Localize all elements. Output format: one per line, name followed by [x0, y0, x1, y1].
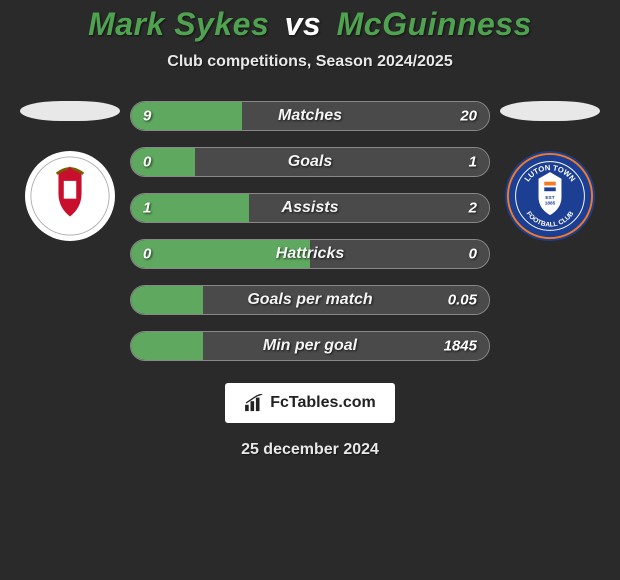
luton-town-crest: EST 1885 LUTON TOWN FOOTBALL CLUB: [505, 151, 595, 241]
stat-label: Assists: [282, 199, 339, 217]
bar-fill-right: [195, 148, 489, 176]
stat-value-right: 20: [460, 108, 477, 125]
crest-right-icon: EST 1885 LUTON TOWN FOOTBALL CLUB: [507, 153, 593, 239]
vs-label: vs: [285, 6, 322, 42]
stat-bar: 0.05 Goals per match: [130, 285, 490, 315]
fctables-icon: [244, 394, 266, 412]
fctables-watermark: FcTables.com: [225, 383, 395, 423]
stat-value-right: 0.05: [448, 292, 477, 309]
stat-bar: 9 20 Matches: [130, 101, 490, 131]
stat-bar: 0 1 Goals: [130, 147, 490, 177]
player1-name: Mark Sykes: [88, 6, 269, 42]
bristol-city-crest: [25, 151, 115, 241]
stat-value-left: 1: [143, 200, 151, 217]
stat-value-right: 2: [469, 200, 477, 217]
stat-bar: 1845 Min per goal: [130, 331, 490, 361]
stat-bar: 0 0 Hattricks: [130, 239, 490, 269]
stat-label: Goals per match: [247, 291, 372, 309]
bar-fill-left: [131, 286, 203, 314]
date-label: 25 december 2024: [0, 441, 620, 459]
bar-fill-left: [131, 332, 203, 360]
stat-value-left: 9: [143, 108, 151, 125]
stat-label: Hattricks: [276, 245, 344, 263]
stat-value-right: 0: [469, 246, 477, 263]
player2-photo-placeholder: [500, 101, 600, 121]
stat-value-left: 0: [143, 246, 151, 263]
crest-left-icon: [30, 156, 110, 236]
subtitle: Club competitions, Season 2024/2025: [0, 53, 620, 71]
player2-name: McGuinness: [337, 6, 532, 42]
stat-bars: 9 20 Matches 0 1 Goals 1 2 Assists 0 0 Hattricks 0.0…: [130, 101, 490, 361]
svg-text:EST: EST: [545, 195, 554, 201]
bar-fill-left: [131, 148, 195, 176]
stat-value-right: 1: [469, 154, 477, 171]
stat-label: Matches: [278, 107, 342, 125]
stat-value-left: 0: [143, 154, 151, 171]
right-side: EST 1885 LUTON TOWN FOOTBALL CLUB: [500, 101, 600, 241]
stat-value-right: 1845: [444, 338, 477, 355]
left-side: [20, 101, 120, 241]
player1-photo-placeholder: [20, 101, 120, 121]
fctables-label: FcTables.com: [270, 394, 376, 412]
page-title: Mark Sykes vs McGuinness: [0, 6, 620, 43]
stat-label: Goals: [288, 153, 332, 171]
stat-bar: 1 2 Assists: [130, 193, 490, 223]
stat-label: Min per goal: [263, 337, 357, 355]
svg-text:1885: 1885: [545, 201, 556, 207]
comparison-content: 9 20 Matches 0 1 Goals 1 2 Assists 0 0 Hattricks 0.0…: [0, 101, 620, 361]
